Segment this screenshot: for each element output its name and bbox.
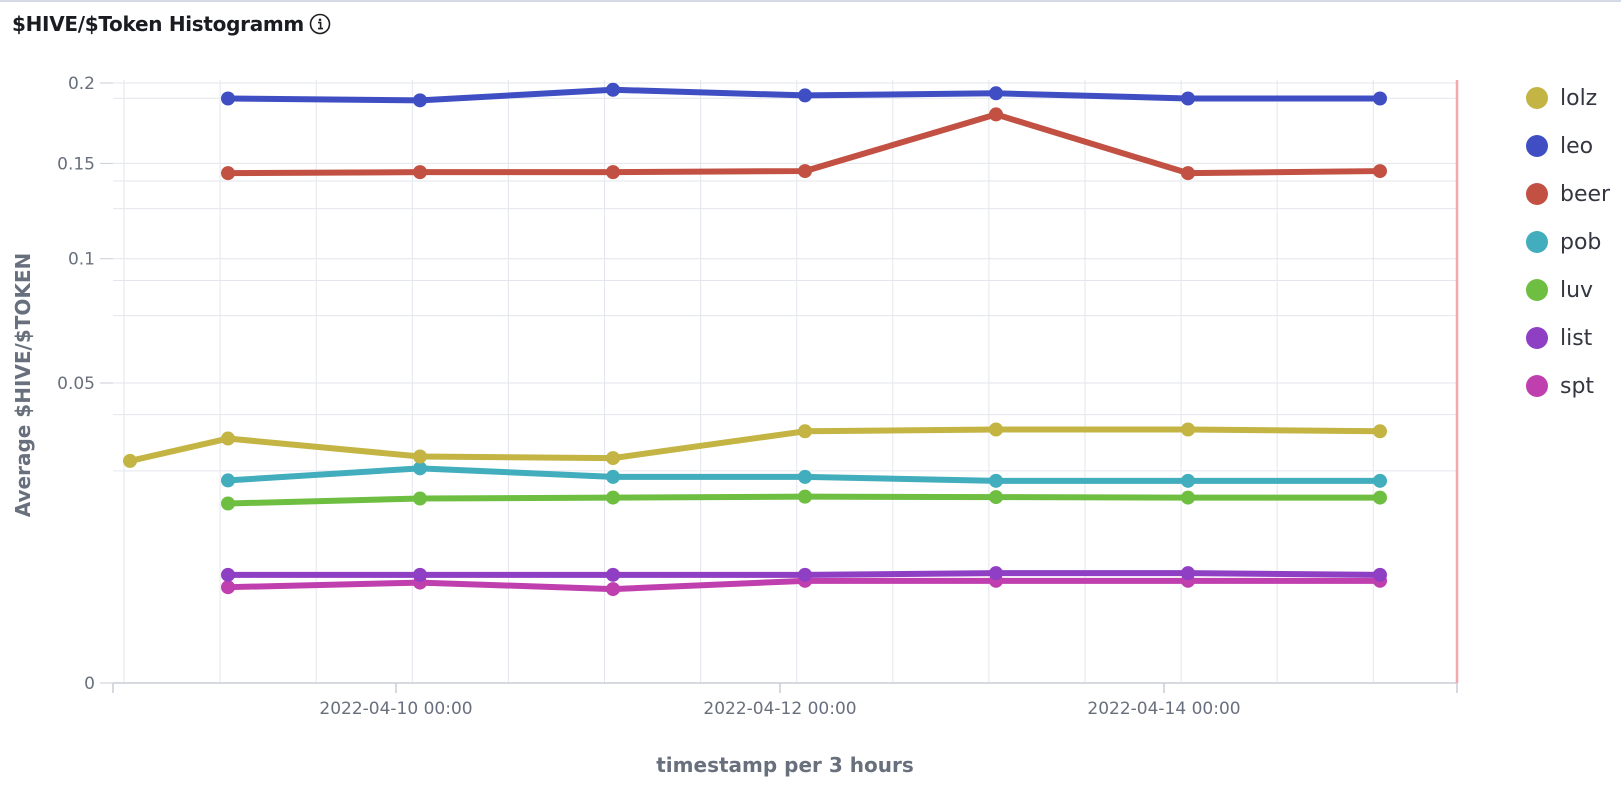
legend-label: beer: [1560, 181, 1611, 207]
legend-swatch: [1526, 375, 1548, 397]
data-point-list: [989, 566, 1003, 581]
info-icon[interactable]: [309, 13, 331, 35]
legend-item-luv[interactable]: luv: [1526, 266, 1610, 314]
legend-label: lolz: [1560, 85, 1598, 111]
axes: 0 0.05 0.1 0.15 0.2 2022-04-10 00:00 2022-04-1…: [57, 74, 1459, 719]
data-point-luv: [606, 490, 620, 505]
series-line-lolz: [127, 426, 1383, 464]
data-point-luv: [798, 489, 812, 504]
data-point-leo: [221, 91, 235, 106]
data-point-luv: [1181, 490, 1195, 505]
data-point-lolz: [989, 422, 1003, 437]
data-point-leo: [1181, 91, 1195, 106]
data-point-leo: [413, 93, 427, 108]
data-point-beer: [1181, 166, 1195, 181]
chart-title: $HIVE/$Token Histogramm: [12, 12, 331, 36]
data-point-pob: [989, 473, 1003, 488]
data-point-spt: [606, 582, 620, 597]
data-point-beer: [221, 166, 235, 181]
legend-item-lolz[interactable]: lolz: [1526, 74, 1610, 122]
legend-swatch: [1526, 183, 1548, 205]
legend-item-list[interactable]: list: [1526, 314, 1610, 362]
data-point-leo: [1373, 91, 1387, 106]
y-tick-label: 0.1: [68, 250, 95, 270]
data-point-list: [413, 567, 427, 582]
legend-swatch: [1526, 279, 1548, 301]
data-point-leo: [989, 86, 1003, 101]
legend-item-leo[interactable]: leo: [1526, 122, 1610, 170]
y-tick-label: 0.05: [57, 374, 95, 394]
legend-label: spt: [1560, 373, 1595, 399]
y-axis-label: Average $HIVE/$TOKEN: [11, 253, 35, 518]
data-point-leo: [798, 88, 812, 103]
legend-swatch: [1526, 87, 1548, 109]
legend-item-pob[interactable]: pob: [1526, 218, 1610, 266]
y-tick-label: 0.15: [57, 154, 95, 174]
y-tick-label: 0: [84, 674, 95, 694]
legend-label: leo: [1560, 133, 1594, 159]
data-point-lolz: [606, 451, 620, 466]
data-point-pob: [798, 469, 812, 484]
data-point-pob: [1181, 473, 1195, 488]
x-tick-label: 2022-04-14 00:00: [1087, 699, 1240, 719]
legend-item-beer[interactable]: beer: [1526, 170, 1610, 218]
data-point-lolz: [123, 453, 137, 468]
data-point-list: [221, 567, 235, 582]
data-point-pob: [413, 461, 427, 476]
data-point-leo: [606, 82, 620, 97]
legend-swatch: [1526, 231, 1548, 253]
data-point-luv: [989, 490, 1003, 505]
top-border: [0, 0, 1621, 2]
data-point-lolz: [1373, 424, 1387, 439]
legend-label: pob: [1560, 229, 1602, 255]
data-point-list: [1373, 567, 1387, 582]
legend-label: list: [1560, 325, 1593, 351]
legend-label: luv: [1560, 277, 1594, 303]
data-point-spt: [221, 580, 235, 595]
data-point-beer: [606, 165, 620, 180]
x-axis-label: timestamp per 3 hours: [656, 753, 913, 777]
data-point-beer: [798, 164, 812, 179]
data-point-pob: [1373, 473, 1387, 488]
legend-item-spt[interactable]: spt: [1526, 362, 1610, 410]
data-point-lolz: [798, 424, 812, 439]
data-point-list: [1181, 566, 1195, 581]
data-point-beer: [1373, 164, 1387, 179]
data-point-luv: [221, 496, 235, 511]
data-point-list: [798, 567, 812, 582]
chart-title-text: $HIVE/$Token Histogramm: [12, 12, 304, 36]
data-point-list: [606, 567, 620, 582]
legend: lolz leo beer pob luv list spt: [1526, 74, 1610, 410]
x-tick-label: 2022-04-12 00:00: [703, 699, 856, 719]
y-tick-label: 0.2: [68, 74, 95, 94]
series-group: [123, 82, 1387, 597]
data-point-beer: [989, 107, 1003, 122]
legend-swatch: [1526, 327, 1548, 349]
data-point-pob: [606, 469, 620, 484]
legend-swatch: [1526, 135, 1548, 157]
data-point-lolz: [221, 431, 235, 446]
data-point-beer: [413, 165, 427, 180]
data-point-luv: [1373, 490, 1387, 505]
data-point-lolz: [1181, 422, 1195, 437]
data-point-pob: [221, 473, 235, 488]
data-point-luv: [413, 491, 427, 506]
x-tick-label: 2022-04-10 00:00: [319, 699, 472, 719]
data-point-lolz: [413, 449, 427, 464]
